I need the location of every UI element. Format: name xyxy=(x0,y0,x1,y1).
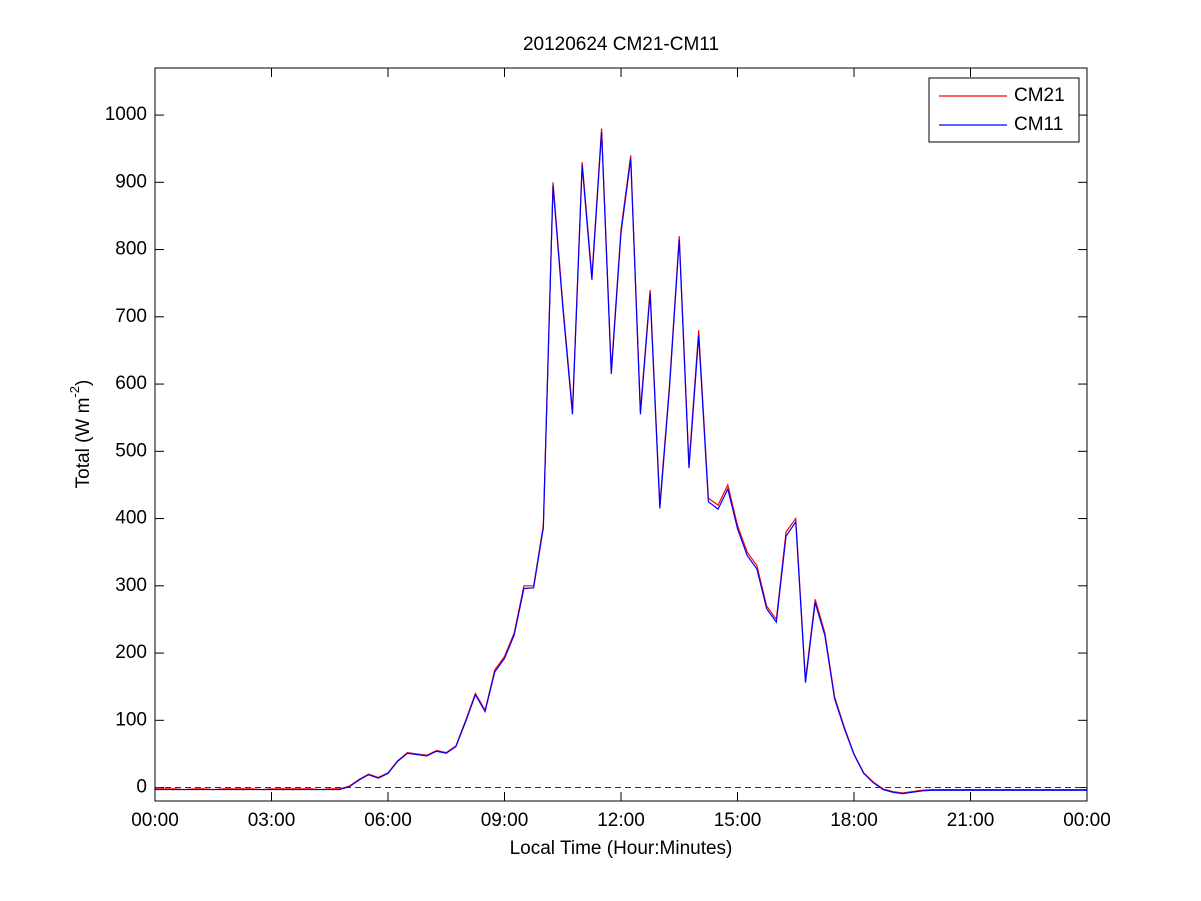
chart-title: 20120624 CM21-CM11 xyxy=(523,34,719,55)
x-tick-label: 12:00 xyxy=(597,810,645,831)
y-tick-label: 500 xyxy=(115,440,147,461)
series-line xyxy=(155,131,1087,795)
x-tick-label: 06:00 xyxy=(364,810,412,831)
y-label-suffix: ) xyxy=(73,380,94,386)
y-tick-label: 0 xyxy=(136,777,147,798)
x-tick-label: 18:00 xyxy=(830,810,878,831)
y-tick-label: 1000 xyxy=(105,104,147,125)
legend-box xyxy=(928,77,1080,143)
y-tick-label: 700 xyxy=(115,306,147,327)
y-label-text: Total (W m xyxy=(73,398,94,489)
y-label-sup: -2 xyxy=(67,386,82,398)
x-tick-label: 00:00 xyxy=(1063,810,1111,831)
x-tick-label: 21:00 xyxy=(947,810,995,831)
x-tick-label: 15:00 xyxy=(714,810,762,831)
x-tick-label: 03:00 xyxy=(248,810,296,831)
plot-frame xyxy=(154,67,1088,802)
y-tick-label: 300 xyxy=(115,575,147,596)
y-tick-label: 200 xyxy=(115,642,147,663)
x-axis-label: Local Time (Hour:Minutes) xyxy=(510,838,733,859)
legend-label: CM11 xyxy=(1014,114,1063,135)
x-tick-label: 09:00 xyxy=(481,810,529,831)
y-tick-label: 100 xyxy=(115,709,147,730)
y-tick-label: 600 xyxy=(115,373,147,394)
x-tick-label: 00:00 xyxy=(131,810,179,831)
y-tick-label: 800 xyxy=(115,239,147,260)
y-tick-label: 400 xyxy=(115,508,147,529)
y-axis-label: Total (W m-2) xyxy=(67,380,94,489)
legend-label: CM21 xyxy=(1014,85,1065,106)
y-tick-label: 900 xyxy=(115,171,147,192)
